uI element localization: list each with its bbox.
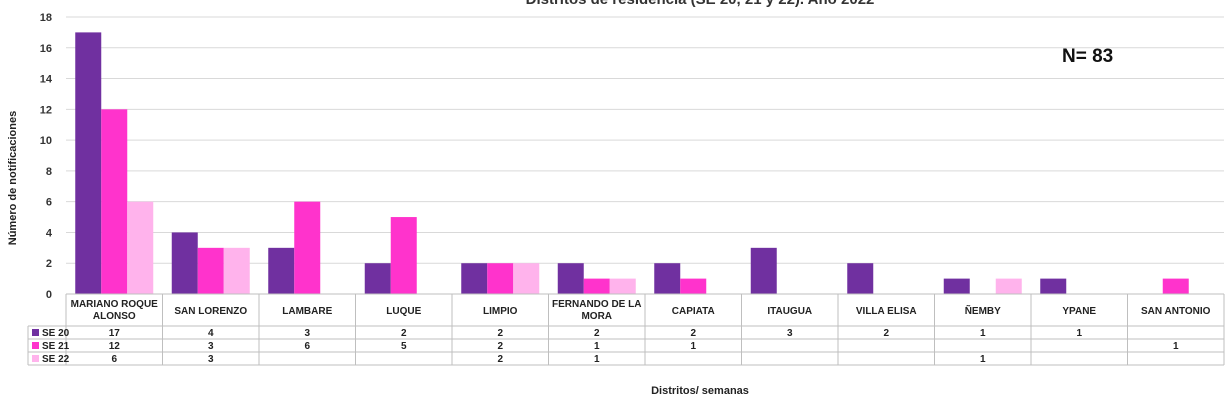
y-tick-label: 12 — [40, 104, 52, 116]
bar — [75, 32, 102, 295]
x-tick-label: ITAUGUA — [767, 306, 812, 317]
y-tick-label: 18 — [40, 12, 52, 24]
legend-label: SE 22 — [42, 354, 70, 365]
legend-label: SE 21 — [42, 341, 70, 352]
table-cell-value: 1 — [690, 341, 696, 352]
table-cell-value: 3 — [304, 328, 310, 339]
legend-label: SE 20 — [42, 328, 70, 339]
bar — [1162, 278, 1189, 294]
x-tick-label: YPANE — [1062, 306, 1096, 317]
data-table: MARIANO ROQUE ALONSO SAN LORENZO LAMBARE LUQ… — [27, 294, 1225, 366]
x-tick-label: CAPIATA — [672, 306, 715, 317]
table-cell-value: 2 — [497, 341, 503, 352]
bars — [66, 32, 1224, 295]
gridlines: 0 2 4 6 8 10 12 14 16 18 — [40, 12, 1224, 301]
bar — [268, 247, 295, 294]
table-cell-value: 2 — [594, 328, 600, 339]
table-cell-value: 4 — [208, 328, 214, 339]
y-tick-label: 14 — [40, 74, 53, 86]
table-cell-value: 2 — [497, 328, 503, 339]
bar — [847, 263, 874, 294]
bar — [995, 278, 1022, 294]
bar — [1040, 278, 1067, 294]
x-tick-label: LUQUE — [386, 306, 421, 317]
bar — [654, 263, 681, 294]
table-cell-value: 1 — [1076, 328, 1082, 339]
x-tick-label: SAN ANTONIO — [1141, 306, 1211, 317]
y-tick-label: 8 — [46, 166, 52, 178]
n-total-annotation: N= 83 — [1062, 46, 1113, 67]
x-tick-label: VILLA ELISA — [856, 306, 917, 317]
bar — [557, 263, 584, 294]
table-cell-value: 12 — [109, 341, 121, 352]
table-cell-value: 3 — [787, 328, 793, 339]
table-cell-value: 6 — [304, 341, 310, 352]
legend-swatch — [32, 342, 39, 349]
table-cell-value: 2 — [401, 328, 407, 339]
bar — [171, 232, 198, 294]
bar — [487, 263, 514, 294]
bar — [127, 201, 154, 294]
table-cell-value: 2 — [883, 328, 889, 339]
y-tick-label: 10 — [40, 135, 52, 147]
chart-title: Distritos de residencia (SE 20, 21 y 22)… — [526, 0, 875, 8]
x-tick-label: SAN LORENZO — [174, 306, 247, 317]
legend-swatch — [32, 329, 39, 336]
bar — [943, 278, 970, 294]
table-cell-value: 3 — [208, 341, 214, 352]
bar — [390, 217, 417, 294]
bar — [294, 201, 321, 294]
bar — [513, 263, 540, 294]
bar — [197, 247, 224, 294]
table-cell-value: 5 — [401, 341, 407, 352]
x-tick-label: LIMPIO — [483, 306, 518, 317]
y-tick-label: 4 — [46, 227, 53, 239]
bar — [750, 247, 777, 294]
y-tick-label: 0 — [46, 289, 52, 301]
bar — [364, 263, 391, 294]
bar — [101, 109, 128, 294]
bar — [609, 278, 636, 294]
table-cell-value: 2 — [690, 328, 696, 339]
legend-swatch — [32, 355, 39, 362]
table-cell-value: 1 — [594, 354, 600, 365]
table-cell-value: 17 — [109, 328, 121, 339]
y-axis-label: Número de notificaciones — [7, 111, 19, 245]
x-tick-label: MARIANO ROQUE ALONSO — [71, 299, 159, 322]
bar — [680, 278, 707, 294]
x-tick-label: LAMBARE — [282, 306, 332, 317]
table-cell-value: 2 — [497, 354, 503, 365]
table-cell-value: 1 — [1173, 341, 1179, 352]
x-tick-label: FERNANDO DE LA MORA — [552, 299, 641, 322]
y-tick-label: 6 — [46, 197, 52, 209]
y-tick-label: 2 — [46, 258, 52, 270]
table-cell-value: 1 — [594, 341, 600, 352]
bar — [223, 247, 250, 294]
table-cell-value: 3 — [208, 354, 214, 365]
x-axis-label: Distritos/ semanas — [651, 385, 749, 397]
bar — [583, 278, 610, 294]
y-tick-label: 16 — [40, 43, 52, 55]
x-tick-label: ÑEMBY — [965, 304, 1001, 317]
table-cell-value: 1 — [980, 354, 986, 365]
table-cell-value: 1 — [980, 328, 986, 339]
bar — [461, 263, 488, 294]
table-cell-value: 6 — [111, 354, 117, 365]
